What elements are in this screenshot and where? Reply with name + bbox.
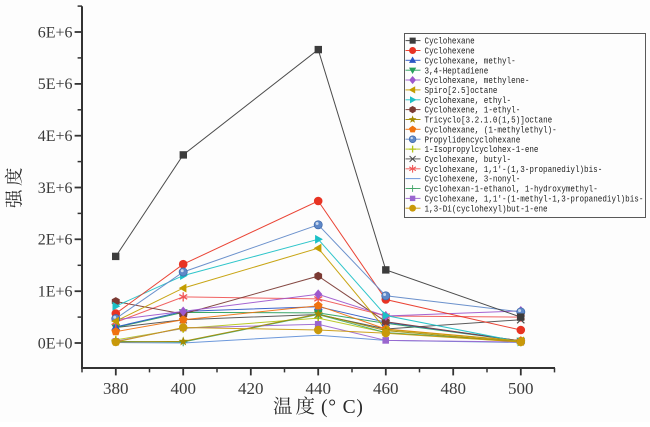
svg-text:Cyclohexene, 1-ethyl-: Cyclohexene, 1-ethyl-: [425, 106, 521, 116]
svg-text:1,3-Di(cyclohexyl)but-1-ene: 1,3-Di(cyclohexyl)but-1-ene: [425, 204, 548, 214]
svg-text:3,4-Heptadiene: 3,4-Heptadiene: [425, 66, 489, 76]
svg-text:2E+6: 2E+6: [38, 232, 73, 249]
svg-text:400: 400: [170, 379, 196, 398]
svg-text:480: 480: [440, 379, 466, 398]
svg-text:1-Isopropylcyclohex-1-ene: 1-Isopropylcyclohex-1-ene: [425, 145, 539, 155]
svg-text:Cyclohexane, ethyl-: Cyclohexane, ethyl-: [425, 96, 512, 106]
svg-text:0E+0: 0E+0: [38, 335, 73, 352]
svg-text:Cyclohexane, butyl-: Cyclohexane, butyl-: [425, 155, 512, 165]
svg-text:3E+6: 3E+6: [38, 180, 73, 197]
svg-text:4E+6: 4E+6: [38, 128, 73, 145]
svg-text:420: 420: [238, 379, 264, 398]
svg-text:Cyclohexane, (1-methylethyl)-: Cyclohexane, (1-methylethyl)-: [425, 125, 557, 135]
svg-text:Cyclohexane, methyl-: Cyclohexane, methyl-: [425, 56, 516, 66]
svg-text:(° C): (° C): [321, 397, 364, 418]
svg-text:500: 500: [508, 379, 534, 398]
svg-text:1E+6: 1E+6: [38, 284, 73, 301]
svg-text:5E+6: 5E+6: [38, 76, 73, 93]
svg-text:Cyclohexene, 3-nonyl-: Cyclohexene, 3-nonyl-: [425, 175, 521, 185]
svg-text:Tricyclo[3.2.1.0(1,5)]octane: Tricyclo[3.2.1.0(1,5)]octane: [425, 116, 553, 126]
svg-text:Cyclohexane, methylene-: Cyclohexane, methylene-: [425, 76, 530, 86]
svg-text:Cyclohexane: Cyclohexane: [425, 37, 475, 47]
svg-text:Cyclohexene: Cyclohexene: [425, 47, 475, 57]
svg-text:Cyclohexan-1-ethanol, 1-hydrox: Cyclohexan-1-ethanol, 1-hydroxymethyl-: [425, 185, 598, 195]
svg-text:440: 440: [305, 379, 331, 398]
svg-text:380: 380: [103, 379, 129, 398]
svg-text:460: 460: [373, 379, 399, 398]
svg-text:Cyclohexane, 1,1'-(1,3-propane: Cyclohexane, 1,1'-(1,3-propanediyl)bis-: [425, 165, 603, 175]
svg-text:6E+6: 6E+6: [38, 24, 73, 41]
svg-text:Spiro[2.5]octane: Spiro[2.5]octane: [425, 86, 498, 96]
svg-text:Cyclohexane, 1,1'-(1-methyl-1,: Cyclohexane, 1,1'-(1-methyl-1,3-propaned…: [425, 195, 644, 205]
svg-text:Propylidencyclohexane: Propylidencyclohexane: [425, 135, 521, 145]
